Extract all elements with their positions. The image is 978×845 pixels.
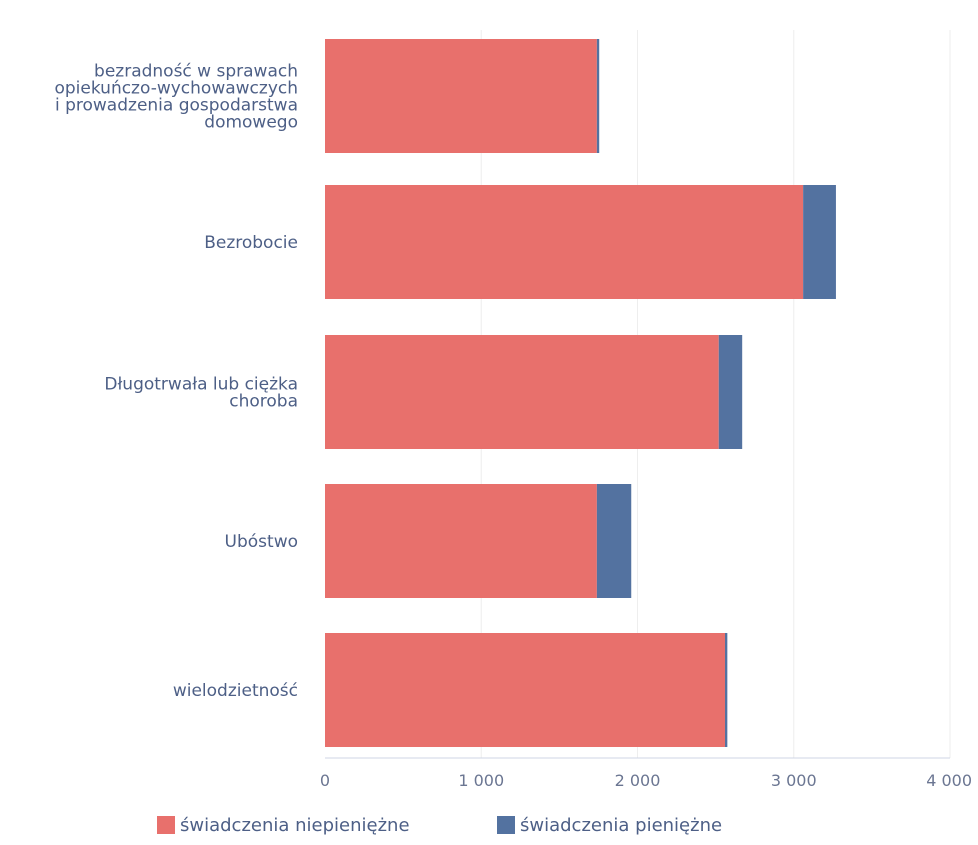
legend-swatch bbox=[497, 816, 515, 834]
bar-segment-pieniezne bbox=[596, 484, 632, 598]
bar-segment-niepieniezne bbox=[325, 633, 725, 747]
bar-segment-niepieniezne bbox=[325, 335, 719, 449]
x-tick-label: 3 000 bbox=[771, 771, 817, 790]
category-label: bezradność w sprawach opiekuńczo-wychowaw… bbox=[54, 62, 298, 133]
category-labels: bezradność w sprawach opiekuńczo-wychowaw… bbox=[54, 62, 298, 702]
category-label: Długotrwała lub ciężka choroba bbox=[104, 375, 298, 412]
x-tick-label: 4 000 bbox=[926, 771, 972, 790]
bar-segment-niepieniezne bbox=[325, 185, 804, 299]
bar-segment-niepieniezne bbox=[325, 484, 597, 598]
category-label: wielodzietność bbox=[173, 681, 298, 701]
legend: świadczenia niepieniężne świadczenia pien… bbox=[157, 815, 722, 836]
x-axis-ticks: 0 1 000 2 000 3 000 4 000 bbox=[320, 771, 972, 790]
category-label: Ubóstwo bbox=[225, 532, 298, 552]
bar-segment-pieniezne bbox=[718, 335, 743, 449]
x-tick-label: 1 000 bbox=[458, 771, 504, 790]
x-tick-label: 0 bbox=[320, 771, 330, 790]
bar-segment-niepieniezne bbox=[325, 39, 597, 153]
bar-segment-pieniezne bbox=[725, 633, 728, 747]
bars bbox=[325, 39, 836, 747]
legend-label: świadczenia niepieniężne bbox=[180, 815, 410, 836]
legend-label: świadczenia pieniężne bbox=[520, 815, 722, 836]
category-label: Bezrobocie bbox=[204, 233, 298, 253]
bar-segment-pieniezne bbox=[596, 39, 600, 153]
legend-swatch bbox=[157, 816, 175, 834]
x-tick-label: 2 000 bbox=[615, 771, 661, 790]
bar-segment-pieniezne bbox=[803, 185, 836, 299]
